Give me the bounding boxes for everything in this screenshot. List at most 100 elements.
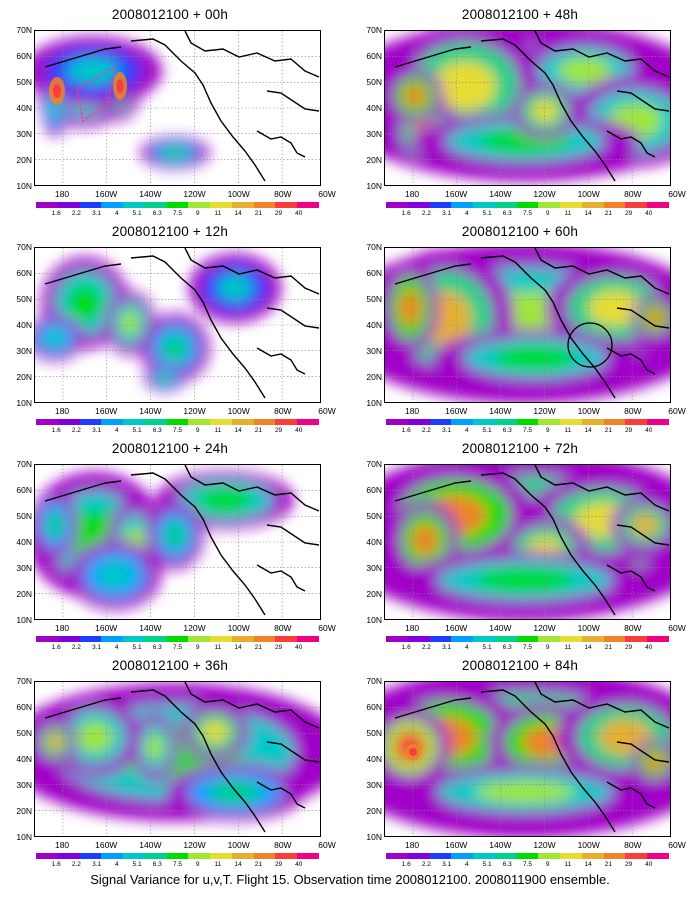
colorbar-swatch <box>166 636 189 642</box>
colorbar-swatch <box>297 419 319 425</box>
coastline <box>534 31 670 78</box>
latitude-label: 20N <box>366 155 382 165</box>
coastline <box>480 472 616 616</box>
colorbar-swatch <box>166 419 189 425</box>
coastline <box>606 781 656 809</box>
colorbar-label: 7.5 <box>172 644 183 651</box>
coastline <box>606 564 656 592</box>
longitude-label: 180 <box>54 623 70 633</box>
colorbar-label: 14 <box>234 644 242 651</box>
colorbar-label: 9 <box>545 210 550 217</box>
coastline <box>184 682 320 729</box>
colorbar-swatch <box>581 202 604 208</box>
latitude-label: 40N <box>366 320 382 330</box>
colorbar-label: 9 <box>195 861 200 868</box>
longitude-label: 100W <box>227 189 250 199</box>
longitude-label: 120W <box>533 189 556 199</box>
longitude-label: 160W <box>445 840 468 850</box>
colorbar-swatch <box>625 202 648 208</box>
latitude-label: 50N <box>16 294 32 304</box>
target-circle <box>567 322 613 368</box>
panel-title: 2008012100 + 84h <box>461 658 579 673</box>
longitude-label: 120W <box>533 406 556 416</box>
colorbar-label: 9 <box>545 644 550 651</box>
colorbar-swatch <box>538 419 561 425</box>
colorbar-label: 21 <box>604 427 612 434</box>
latitude-label: 70N <box>16 676 32 686</box>
colorbar-swatch <box>144 419 167 425</box>
colorbar-label: 4 <box>465 210 469 217</box>
variance-contour <box>97 561 133 589</box>
longitude-label: 180 <box>54 406 70 416</box>
variance-peak <box>53 84 61 98</box>
coastline <box>130 38 266 182</box>
colorbar-swatch <box>231 636 254 642</box>
coastline <box>616 741 670 763</box>
longitude-label: 140W <box>139 840 162 850</box>
colorbar-label: 40 <box>295 427 303 434</box>
variance-contour <box>531 99 559 123</box>
colorbar-swatch <box>144 636 167 642</box>
latitude-label: 60N <box>16 485 32 495</box>
variance-contour <box>588 290 642 326</box>
coastline <box>606 347 656 375</box>
latitude-label: 50N <box>366 77 382 87</box>
colorbar-swatch <box>386 202 408 208</box>
colorbar-label: 29 <box>274 427 283 434</box>
longitude-label: 160W <box>445 189 468 199</box>
colorbar-label: 7.5 <box>522 861 533 868</box>
coastline <box>394 263 472 285</box>
latitude-label: 40N <box>366 754 382 764</box>
coastline <box>394 697 472 719</box>
map-panel: 2008012100 + 12h 70N 60N 50N 40N 30N 20N 10N 180… <box>0 223 340 438</box>
colorbar <box>36 853 319 859</box>
colorbar-swatch <box>210 202 232 208</box>
colorbar-label: 3.1 <box>442 861 452 868</box>
colorbar-label: 40 <box>645 210 653 217</box>
colorbar-label: 1.6 <box>401 644 411 651</box>
longitude-label: 100W <box>577 406 600 416</box>
coastline <box>534 682 670 729</box>
coastline <box>534 465 670 512</box>
colorbar-swatch <box>625 419 648 425</box>
colorbar <box>386 853 669 859</box>
colorbar-swatch <box>123 636 145 642</box>
colorbar-label: 2.2 <box>421 861 431 868</box>
colorbar-swatch <box>123 202 145 208</box>
longitude-label: 80W <box>624 189 642 199</box>
colorbar-label: 29 <box>274 210 283 217</box>
coastline <box>130 255 266 399</box>
colorbar-label: 21 <box>254 644 262 651</box>
colorbar-label: 6.3 <box>152 644 162 651</box>
variance-contour <box>198 488 252 512</box>
coastline <box>394 46 472 68</box>
colorbar-swatch <box>386 853 408 859</box>
coastline <box>130 689 266 833</box>
longitude-label: 60W <box>318 189 336 199</box>
colorbar-label: 3.1 <box>442 427 452 434</box>
longitude-label: 160W <box>95 189 118 199</box>
longitude-label: 100W <box>227 623 250 633</box>
colorbar-swatch <box>253 419 276 425</box>
longitude-label: 60W <box>318 406 336 416</box>
colorbar-swatch <box>101 853 124 859</box>
variance-map <box>384 247 671 403</box>
panel-title: 2008012100 + 72h <box>461 441 579 456</box>
colorbar-label: 40 <box>645 861 653 868</box>
colorbar-swatch <box>36 636 58 642</box>
colorbar-label: 7.5 <box>522 210 533 217</box>
latitude-label: 20N <box>366 806 382 816</box>
colorbar-label: 4 <box>465 427 469 434</box>
longitude-label: 60W <box>668 840 686 850</box>
latitude-label: 50N <box>366 511 382 521</box>
colorbar-swatch <box>253 636 276 642</box>
colorbar-swatch <box>516 636 539 642</box>
colorbar-swatch <box>603 853 626 859</box>
latitude-label: 60N <box>366 268 382 278</box>
longitude-label: 120W <box>533 840 556 850</box>
variance-contour <box>411 524 439 556</box>
variance-contour <box>558 57 612 85</box>
colorbar-swatch <box>57 202 80 208</box>
latitude-label: 20N <box>16 806 32 816</box>
figure-caption: Signal Variance for u,v,T. Flight 15. Ob… <box>90 872 610 887</box>
